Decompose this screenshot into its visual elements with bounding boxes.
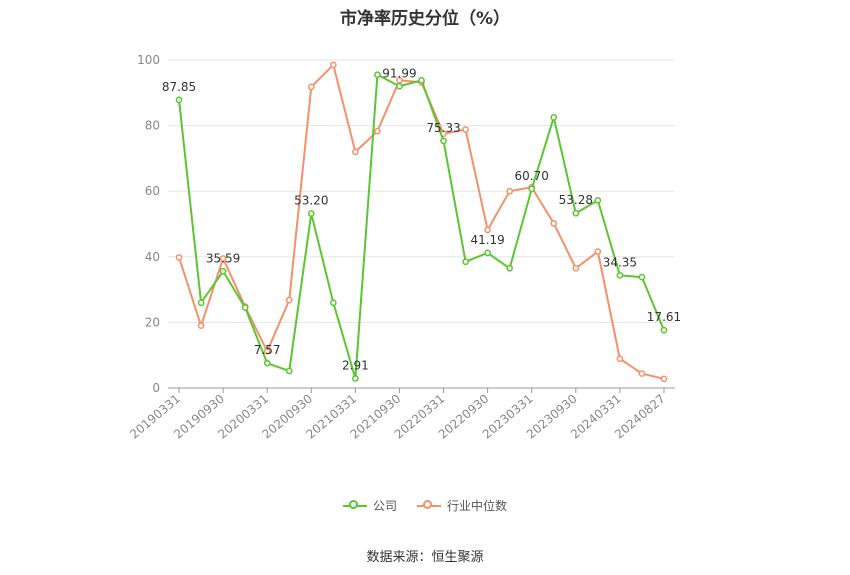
data-point (484, 249, 491, 257)
data-point (352, 375, 359, 382)
data-label: 34.35 (603, 255, 637, 269)
data-point (374, 71, 381, 79)
data-label: 17.61 (647, 310, 681, 324)
data-point (219, 255, 227, 262)
y-tick-label: 80 (145, 119, 160, 133)
data-point (616, 271, 624, 279)
y-tick-label: 40 (145, 250, 160, 264)
series-industry-median (175, 61, 668, 383)
data-label: 2.91 (342, 358, 369, 372)
data-point (219, 267, 227, 275)
y-tick-label: 100 (137, 53, 160, 67)
data-point (418, 76, 425, 84)
data-point (285, 367, 293, 375)
y-tick-label: 20 (145, 315, 160, 329)
data-point (197, 299, 205, 307)
data-point (329, 299, 337, 307)
axes: 0204060801002019033120190930202003312020… (127, 53, 675, 442)
data-point (660, 326, 668, 334)
legend-label-company: 公司 (372, 499, 397, 513)
data-point (352, 148, 359, 156)
data-point (616, 355, 624, 363)
data-label: 53.20 (294, 194, 328, 208)
data-point (396, 82, 403, 90)
series-line (178, 73, 665, 380)
legend-label-industry-median: 行业中位数 (447, 499, 508, 513)
data-point (462, 126, 469, 133)
data-point (263, 359, 271, 367)
data-point (550, 219, 558, 227)
data-label: 53.28 (559, 193, 593, 207)
data-point (572, 209, 580, 217)
legend: 公司 行业中位数 (0, 497, 850, 514)
data-point (550, 114, 558, 121)
data-label: 87.85 (162, 80, 196, 94)
data-point (329, 61, 337, 69)
data-point (241, 304, 249, 311)
data-point (638, 370, 646, 377)
data-point (506, 264, 514, 272)
data-point (285, 296, 293, 304)
data-point (175, 254, 183, 261)
data-label: 7.57 (254, 343, 281, 357)
data-point (462, 258, 469, 266)
data-point (638, 273, 646, 281)
data-label: 35.59 (206, 251, 240, 265)
data-point (572, 264, 580, 272)
legend-swatch-company (342, 499, 367, 513)
data-point (175, 96, 183, 104)
series-line (178, 63, 665, 380)
data-point (197, 322, 205, 330)
series-company (175, 71, 668, 382)
legend-item-company[interactable]: 公司 (342, 497, 397, 514)
data-point (528, 185, 536, 193)
data-label: 60.70 (515, 169, 549, 183)
data-label: 91.99 (382, 66, 416, 80)
data-point (307, 83, 315, 91)
data-point (594, 248, 602, 255)
series-lines (175, 61, 668, 383)
data-label: 41.19 (470, 233, 504, 247)
chart-title: 市净率历史分位（%） (339, 9, 511, 29)
y-tick-label: 0 (152, 381, 160, 395)
data-labels: 87.85 35.59 7.57 53.20 2.91 91.99 75.33 41.19 60… (162, 66, 681, 372)
data-point (660, 375, 668, 383)
data-point (374, 127, 381, 135)
y-tick-label: 60 (145, 184, 160, 198)
source-note: 数据来源：恒生聚源 (366, 550, 484, 565)
data-point (594, 197, 602, 204)
data-point (484, 226, 491, 234)
data-point (440, 137, 447, 145)
legend-item-industry-median[interactable]: 行业中位数 (417, 497, 507, 514)
data-point (506, 187, 514, 195)
grid-lines (168, 59, 675, 323)
legend-swatch-industry-median (417, 499, 441, 513)
data-label: 75.33 (426, 121, 460, 135)
data-point (263, 347, 271, 355)
data-point (307, 210, 315, 217)
